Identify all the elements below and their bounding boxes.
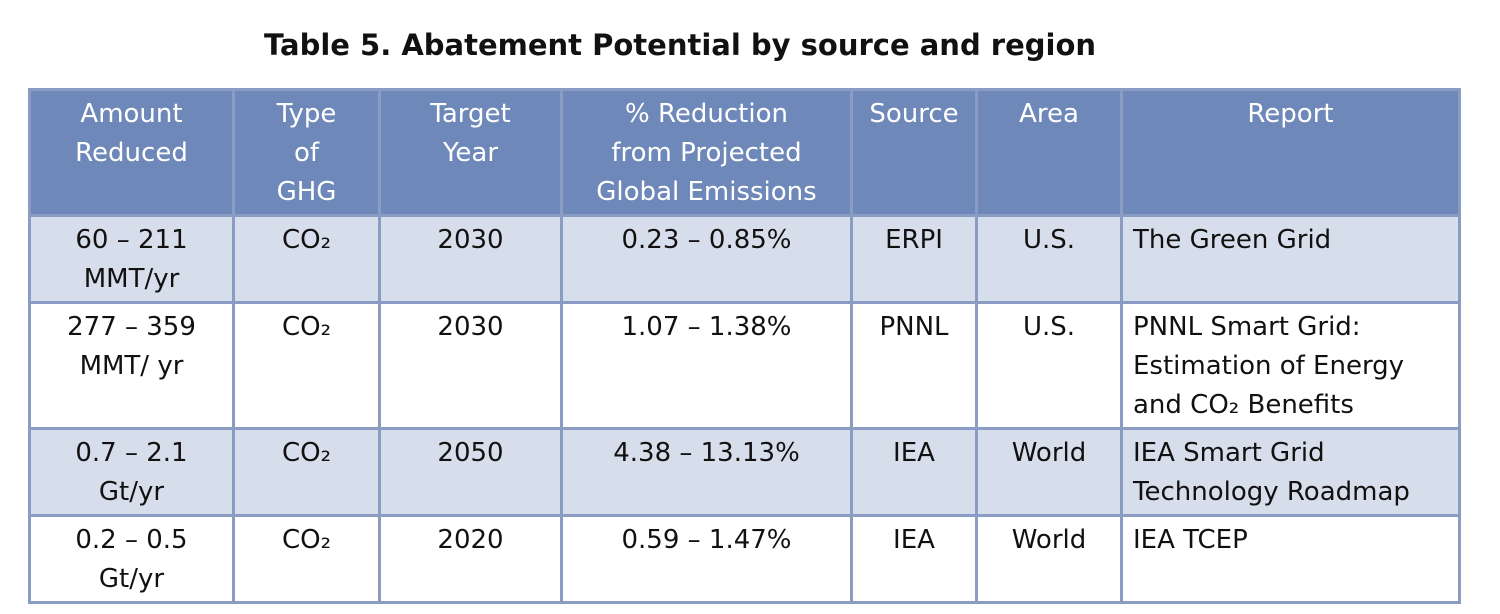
cell-line: 2020 — [437, 525, 504, 555]
cell-line: Area — [1019, 99, 1079, 129]
table-cell: CO₂ — [232, 214, 381, 304]
table-cell: IEA Smart Grid Technology Roadmap — [1120, 427, 1461, 517]
cell-line: CO₂ — [281, 438, 332, 468]
cell-line: CO₂ — [281, 312, 332, 342]
cell-line: from Projected — [611, 138, 802, 168]
table-cell: 2030 — [378, 214, 563, 304]
cell-line: 0.2 – 0.5 — [75, 525, 188, 555]
table-cell: 60 – 211 MMT/yr — [28, 214, 235, 304]
table-row: 0.2 – 0.5 Gt/yr CO₂ 2020 0.59 – 1.47% IEA Worl… — [28, 514, 1461, 604]
table-cell: IEA — [850, 514, 978, 604]
cell-line: Global Emissions — [596, 177, 817, 207]
table-cell: World — [975, 514, 1123, 604]
header-cell: Amount Reduced — [28, 88, 235, 217]
cell-line: The Green Grid — [1133, 225, 1332, 255]
table-cell: 2020 — [378, 514, 563, 604]
table-cell: U.S. — [975, 301, 1123, 430]
cell-line: 277 – 359 — [67, 312, 196, 342]
cell-line: World — [1011, 525, 1087, 555]
cell-line: Gt/yr — [98, 477, 165, 507]
table-cell: PNNL Smart Grid: Estimation of Energy and … — [1120, 301, 1461, 430]
table-cell: 0.23 – 0.85% — [560, 214, 853, 304]
table-body: 60 – 211 MMT/yr CO₂ 2030 0.23 – 0.85% ERPI U.S… — [28, 214, 1461, 604]
cell-line: 0.7 – 2.1 — [75, 438, 188, 468]
header-cell: Target Year — [378, 88, 563, 217]
table-cell: IEA — [850, 427, 978, 517]
table-row: 60 – 211 MMT/yr CO₂ 2030 0.23 – 0.85% ERPI U.S… — [28, 214, 1461, 304]
table-row: 277 – 359 MMT/ yr CO₂ 2030 1.07 – 1.38% PNNL U… — [28, 301, 1461, 430]
cell-line: Estimation of Energy — [1133, 351, 1405, 381]
table-cell: IEA TCEP — [1120, 514, 1461, 604]
table-cell: CO₂ — [232, 427, 381, 517]
cell-line: World — [1011, 438, 1087, 468]
table-cell: U.S. — [975, 214, 1123, 304]
cell-line: MMT/ yr — [79, 351, 184, 381]
cell-line: PNNL — [879, 312, 949, 342]
table-cell: ERPI — [850, 214, 978, 304]
table-cell: 4.38 – 13.13% — [560, 427, 853, 517]
header-cell: % Reduction from Projected Global Emission… — [560, 88, 853, 217]
cell-line: Amount — [80, 99, 183, 129]
header-cell: Report — [1120, 88, 1461, 217]
cell-line: Year — [442, 138, 499, 168]
table-title: Table 5. Abatement Potential by source a… — [263, 28, 1097, 62]
table-cell: World — [975, 427, 1123, 517]
cell-line: Technology Roadmap — [1133, 477, 1410, 507]
cell-line: 2030 — [437, 225, 504, 255]
cell-line: % Reduction — [625, 99, 788, 129]
table-header: Amount Reduced Type of GHG Target Year % Reduct… — [28, 88, 1461, 217]
cell-line: CO₂ — [281, 525, 332, 555]
cell-line: ERPI — [885, 225, 943, 255]
cell-line: Target — [430, 99, 511, 129]
table-row: 0.7 – 2.1 Gt/yr CO₂ 2050 4.38 – 13.13% IEA Wor… — [28, 427, 1461, 517]
cell-line: IEA — [893, 438, 935, 468]
cell-line: U.S. — [1022, 312, 1076, 342]
cell-line: 2030 — [437, 312, 504, 342]
cell-line: CO₂ — [281, 225, 332, 255]
table-cell: 0.2 – 0.5 Gt/yr — [28, 514, 235, 604]
table: Amount Reduced Type of GHG Target Year % Reduct… — [28, 88, 1461, 604]
cell-line: 2050 — [437, 438, 504, 468]
cell-line: Source — [869, 99, 959, 129]
header-cell: Area — [975, 88, 1123, 217]
table-cell: 1.07 – 1.38% — [560, 301, 853, 430]
cell-line: Type — [276, 99, 337, 129]
table-cell: 0.59 – 1.47% — [560, 514, 853, 604]
table-cell: 277 – 359 MMT/ yr — [28, 301, 235, 430]
cell-line: Gt/yr — [98, 564, 165, 594]
table-cell: 2050 — [378, 427, 563, 517]
cell-line: and CO₂ Benefits — [1133, 390, 1354, 420]
cell-line: MMT/yr — [83, 264, 180, 294]
table-cell: CO₂ — [232, 301, 381, 430]
cell-line: IEA — [893, 525, 935, 555]
cell-line: 0.59 – 1.47% — [621, 525, 792, 555]
cell-line: Report — [1247, 99, 1334, 129]
header-cell: Source — [850, 88, 978, 217]
table-cell: PNNL — [850, 301, 978, 430]
table-cell: The Green Grid — [1120, 214, 1461, 304]
cell-line: Reduced — [75, 138, 188, 168]
table-cell: 2030 — [378, 301, 563, 430]
cell-line: 1.07 – 1.38% — [621, 312, 792, 342]
table-cell: 0.7 – 2.1 Gt/yr — [28, 427, 235, 517]
cell-line: IEA TCEP — [1133, 525, 1248, 555]
header-cell: Type of GHG — [232, 88, 381, 217]
cell-line: IEA Smart Grid — [1133, 438, 1325, 468]
cell-line: of — [293, 138, 320, 168]
cell-line: GHG — [276, 177, 337, 207]
cell-line: U.S. — [1022, 225, 1076, 255]
header-row: Amount Reduced Type of GHG Target Year % Reduct… — [28, 88, 1461, 217]
cell-line: PNNL Smart Grid: — [1133, 312, 1361, 342]
table-cell: CO₂ — [232, 514, 381, 604]
cell-line: 4.38 – 13.13% — [613, 438, 800, 468]
cell-line: 0.23 – 0.85% — [621, 225, 792, 255]
cell-line: 60 – 211 — [75, 225, 188, 255]
